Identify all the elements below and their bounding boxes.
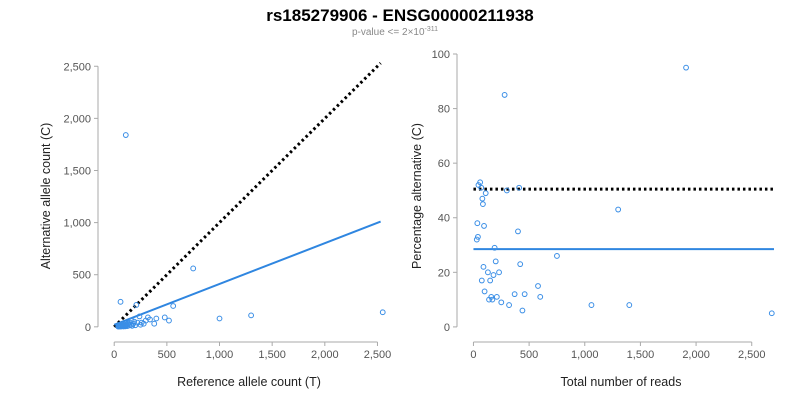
x-tick-label: 1,500	[627, 349, 655, 361]
data-point	[489, 296, 496, 303]
y-tick-label: 40	[438, 213, 450, 225]
data-point	[506, 302, 512, 308]
data-point	[537, 293, 544, 300]
data-point	[170, 303, 177, 309]
y-tick-label: 1,500	[63, 165, 91, 177]
data-point	[474, 220, 481, 227]
x-tick-label: 2,000	[682, 349, 710, 361]
x-tick-label: 2,500	[364, 349, 392, 361]
fit-line	[113, 220, 381, 326]
chart-subtitle: p-value <= 2×10-311	[352, 26, 438, 38]
x-tick-label: 2,000	[311, 349, 339, 361]
subtitle-prefix: p-value <= 2×10	[352, 27, 425, 38]
y-axis-label: Percentage alternative (C)	[410, 123, 424, 269]
data-point	[216, 315, 223, 322]
data-point	[488, 293, 495, 300]
data-point	[517, 261, 524, 268]
chart-title: rs185279906 - ENSG00000211938	[266, 6, 534, 25]
data-point	[248, 312, 255, 319]
percentage-alternative-scatter-panel: 0 500 1,000 1,500 2,000 2,500 0 20 40 60 80 100 Tota…	[410, 49, 775, 389]
data-point	[166, 317, 172, 324]
data-point	[151, 320, 158, 327]
data-point	[683, 64, 689, 71]
y-tick-label: 80	[438, 104, 450, 116]
x-tick-label: 0	[111, 349, 117, 361]
data-point	[190, 265, 197, 272]
data-point	[490, 272, 497, 278]
data-point	[498, 299, 505, 306]
y-tick-label: 100	[432, 49, 450, 61]
data-point	[161, 314, 168, 321]
data-point	[133, 302, 140, 308]
x-tick-label: 500	[520, 349, 538, 361]
data-point	[379, 309, 386, 316]
data-point	[478, 184, 485, 191]
data-point	[480, 201, 486, 207]
data-point	[481, 288, 488, 295]
data-point	[626, 302, 633, 308]
x-tick-label: 500	[158, 349, 176, 361]
data-point	[516, 184, 522, 191]
x-axis-label: Reference allele count (T)	[177, 375, 321, 389]
reference-line-dotted	[113, 62, 382, 328]
data-point	[588, 302, 595, 308]
data-point	[122, 132, 129, 138]
y-tick-label: 500	[73, 270, 91, 282]
y-tick-label: 0	[85, 322, 91, 334]
y-tick-label: 60	[438, 158, 450, 170]
data-point	[485, 269, 491, 276]
x-axis-label: Total number of reads	[561, 375, 682, 389]
data-point	[117, 298, 124, 305]
y-tick-label: 0	[444, 322, 450, 334]
y-tick-label: 20	[438, 267, 450, 279]
data-point	[501, 92, 508, 98]
x-tick-label: 1,000	[571, 349, 599, 361]
data-point	[554, 253, 560, 259]
data-point	[496, 269, 502, 276]
y-axis-label: Alternative allele count (C)	[39, 123, 53, 270]
subtitle-exponent: -311	[425, 26, 439, 33]
data-point	[480, 263, 487, 270]
y-tick-label: 1,000	[63, 218, 91, 230]
data-point	[491, 244, 498, 251]
data-point	[131, 318, 138, 325]
x-tick-label: 1,000	[206, 349, 234, 361]
data-point	[768, 310, 775, 317]
data-point	[503, 187, 510, 194]
data-point	[535, 283, 541, 289]
y-tick-label: 2,500	[63, 61, 91, 73]
data-point	[515, 228, 521, 235]
data-point	[511, 291, 518, 298]
data-point	[473, 236, 480, 243]
data-point	[136, 313, 143, 320]
data-point	[479, 195, 486, 202]
x-tick-label: 2,500	[738, 349, 766, 361]
data-point	[521, 291, 528, 298]
allele-count-scatter-panel: 0 500 1,000 1,500 2,000 2,500 0 500 1,000 1,500 2,…	[39, 61, 391, 389]
data-point	[147, 316, 153, 323]
data-point	[493, 293, 500, 300]
data-point	[615, 206, 622, 213]
data-point	[478, 277, 485, 284]
data-point	[519, 307, 526, 314]
y-tick-label: 2,000	[63, 113, 91, 125]
x-tick-label: 1,500	[258, 349, 286, 361]
data-point	[153, 315, 160, 322]
data-point	[475, 233, 481, 240]
data-point	[487, 277, 494, 284]
x-tick-label: 0	[470, 349, 476, 361]
data-point	[482, 190, 489, 197]
data-point	[481, 223, 487, 229]
data-point	[492, 258, 499, 265]
data-point	[477, 179, 484, 186]
